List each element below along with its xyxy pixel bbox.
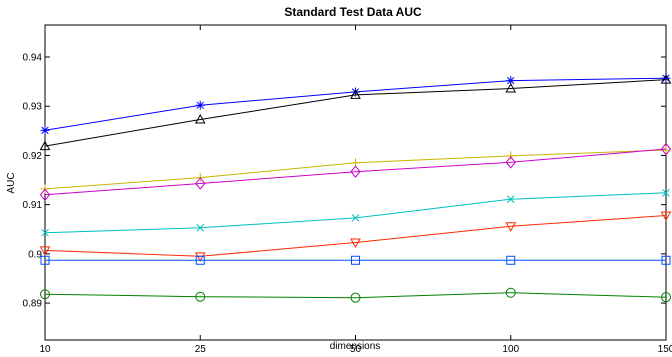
x-axis-label: dimensions (330, 341, 381, 352)
data-point (660, 211, 672, 221)
y-tick-label: 0.89 (23, 299, 43, 310)
x-tick-label: 10 (39, 344, 51, 352)
y-axis-label: AUC (6, 172, 17, 193)
series-line (44, 79, 667, 147)
data-point (40, 255, 50, 265)
y-tick-label: 0.91 (23, 200, 43, 211)
data-point (195, 177, 206, 190)
data-point (505, 156, 516, 169)
axes: 10 25 50 100 150 0.89 0.9 0.91 0.92 0.93 0.94 (23, 25, 672, 355)
data-point (40, 289, 50, 300)
data-point (660, 74, 672, 84)
data-point (662, 188, 670, 197)
series-square (40, 255, 671, 265)
data-point (39, 246, 51, 256)
series-line (44, 148, 667, 196)
series-triangle-up (39, 74, 672, 151)
data-point (505, 222, 517, 232)
data-point (350, 292, 361, 303)
data-point (194, 113, 206, 124)
data-point (661, 255, 671, 265)
data-point (351, 214, 360, 222)
data-point (506, 76, 516, 86)
data-point (350, 89, 361, 99)
y-tick-label: 0.94 (23, 52, 43, 63)
y-tick-label: 0.93 (23, 102, 43, 113)
series-layer (39, 73, 672, 303)
data-point (350, 238, 361, 249)
series-diamond (39, 142, 672, 202)
data-point (195, 291, 206, 302)
data-point (661, 145, 671, 155)
data-point (506, 255, 516, 265)
data-point (506, 151, 516, 161)
x-tick-label: 100 (502, 344, 519, 352)
data-point (661, 292, 671, 303)
x-tick-label: 50 (350, 344, 362, 352)
data-point (505, 287, 516, 298)
series-line (44, 292, 667, 299)
data-point (39, 140, 51, 151)
data-point (40, 125, 50, 135)
data-point (41, 228, 49, 237)
series-star (40, 73, 671, 135)
series-triangle-down (39, 211, 672, 262)
data-point (506, 195, 515, 204)
x-tick-label: 25 (195, 344, 207, 352)
data-point (660, 142, 672, 156)
data-point (661, 73, 671, 83)
series-x (41, 188, 670, 237)
data-point (350, 165, 361, 178)
x-tick-label: 150 (658, 344, 672, 352)
data-point (351, 87, 360, 97)
data-point (196, 223, 205, 232)
y-tick-label: 0.92 (23, 151, 43, 162)
series-circle (40, 287, 671, 303)
data-point (195, 255, 205, 265)
plot-area (44, 24, 667, 341)
y-tick-label: 0.9 (28, 249, 42, 260)
data-point (194, 252, 206, 262)
data-point (351, 255, 360, 265)
data-point (505, 82, 517, 93)
data-point (39, 188, 51, 202)
series-line (44, 215, 667, 257)
chart-title: Standard Test Data AUC (284, 5, 422, 19)
data-point (195, 100, 205, 110)
